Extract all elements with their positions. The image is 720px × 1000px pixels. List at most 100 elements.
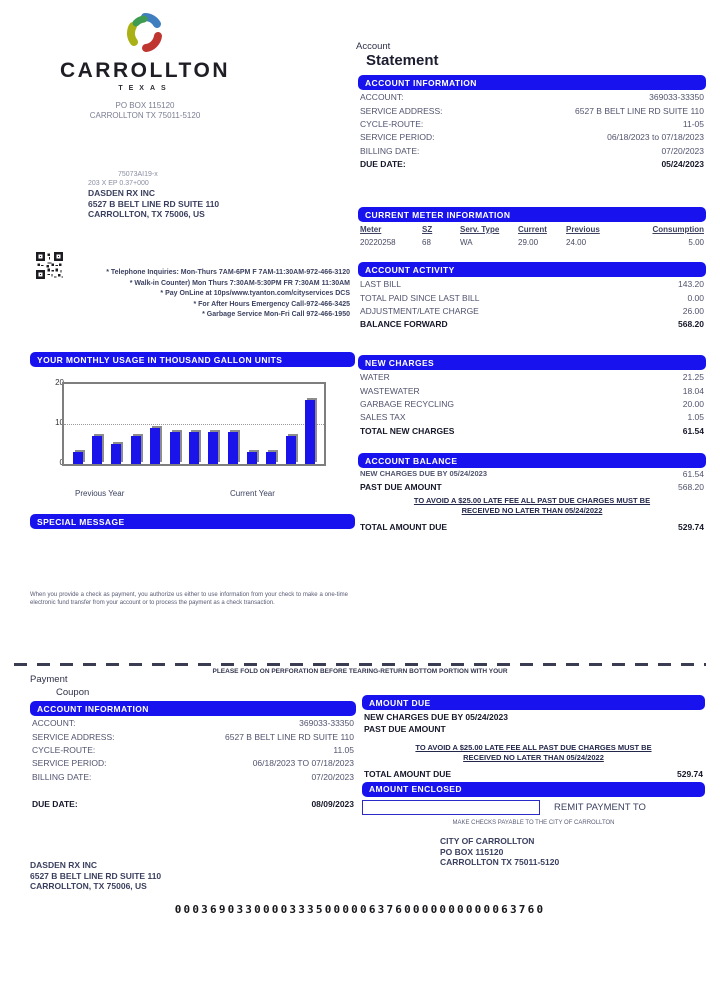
account-balance-section: ACCOUNT BALANCE NEW CHARGES DUE BY 05/24… xyxy=(358,453,706,533)
usage-chart-plot xyxy=(68,384,320,464)
usage-bar xyxy=(247,452,258,464)
row-label: SERVICE ADDRESS: xyxy=(32,731,115,742)
addressee-name: DASDEN RX INC xyxy=(30,860,98,870)
row-label: SERVICE PERIOD: xyxy=(360,132,435,143)
addressee-address1: 6527 B BELT LINE RD SUITE 110 xyxy=(30,870,162,881)
coupon-late-fee-notice: TO AVOID A $25.00 LATE FEE ALL PAST DUE … xyxy=(376,743,691,763)
usage-bar xyxy=(169,432,180,464)
perforation-label: PLEASE FOLD ON PERFORATION BEFORE TEARIN… xyxy=(204,668,516,675)
activity-row: ADJUSTMENT/LATE CHARGE 26.00 xyxy=(358,304,706,317)
col-consumption: Consumption xyxy=(652,225,704,234)
late-fee-notice: TO AVOID A $25.00 LATE FEE ALL PAST DUE … xyxy=(368,496,696,516)
row-label: NEW CHARGES DUE BY 05/24/2023 xyxy=(360,468,487,478)
row-label: TOTAL NEW CHARGES xyxy=(360,425,455,436)
customer-address1: 6527 B BELT LINE RD SUITE 110 xyxy=(88,198,220,209)
new-charges-due-row: NEW CHARGES DUE BY 05/24/2023 61.54 xyxy=(358,468,706,480)
row-value: 61.54 xyxy=(682,468,704,479)
charge-row: SALES TAX 1.05 xyxy=(358,410,706,423)
perforation-label-wrap: PLEASE FOLD ON PERFORATION BEFORE TEARIN… xyxy=(14,660,706,678)
usage-bar xyxy=(188,432,199,464)
row-label: SALES TAX xyxy=(360,412,406,423)
row-label: CYCLE-ROUTE: xyxy=(360,118,424,129)
account-information-header: ACCOUNT INFORMATION xyxy=(358,75,706,90)
logo-city-name: CARROLLTON xyxy=(59,59,231,82)
row-label: BALANCE FORWARD xyxy=(360,319,448,330)
activity-row: TOTAL PAID SINCE LAST BILL 0.00 xyxy=(358,290,706,303)
meter-number: 20220258 xyxy=(360,238,396,247)
row-label: ADJUSTMENT/LATE CHARGE xyxy=(360,305,479,316)
perforation-line: PLEASE FOLD ON PERFORATION BEFORE TEARIN… xyxy=(14,663,706,675)
current-year-label: Current Year xyxy=(230,489,275,498)
amount-due-header: AMOUNT DUE xyxy=(362,695,705,710)
row-value: 06/18/2023 to 07/18/2023 xyxy=(607,132,704,143)
amount-enclosed-input[interactable] xyxy=(362,799,540,815)
usage-chart-header: YOUR MONTHLY USAGE IN THOUSAND GALLON UN… xyxy=(30,352,355,367)
usage-bar xyxy=(305,400,316,464)
account-activity-section: ACCOUNT ACTIVITY LAST BILL 143.20 TOTAL P… xyxy=(358,262,706,331)
usage-bar xyxy=(150,428,161,464)
activity-row: LAST BILL 143.20 xyxy=(358,277,706,290)
customer-address2: CARROLLTON, TX 75006, US xyxy=(88,209,205,219)
charge-row: WATER 21.25 xyxy=(358,370,706,383)
new-charges-section: NEW CHARGES WATER 21.25 WASTEWATER 18.04 G… xyxy=(358,355,706,437)
amount-enclosed-header: AMOUNT ENCLOSED xyxy=(362,781,705,797)
special-message-header: SPECIAL MESSAGE xyxy=(30,514,355,529)
row-label: ACCOUNT: xyxy=(360,92,404,103)
y-tick-20: 20 xyxy=(55,378,64,387)
y-tick-10: 10 xyxy=(55,418,64,427)
usage-bar xyxy=(130,436,141,464)
row-value: 6527 B BELT LINE RD SUITE 110 xyxy=(575,105,704,116)
usage-bar xyxy=(285,436,296,464)
row-label: CYCLE-ROUTE: xyxy=(32,744,96,755)
coupon-word: Coupon xyxy=(56,687,90,698)
row-value: 06/18/2023 TO 07/18/2023 xyxy=(252,758,354,769)
col-sz: SZ xyxy=(422,225,433,234)
row-value: 21.25 xyxy=(682,372,704,383)
col-previous: Previous xyxy=(566,225,600,234)
row-value: 0.00 xyxy=(687,292,704,303)
row-label: PAST DUE AMOUNT xyxy=(364,724,446,735)
account-row: ACCOUNT: 369033-33350 xyxy=(358,90,706,103)
po-line2: CARROLLTON TX 75011-5120 xyxy=(89,111,201,120)
meter-sz: 68 xyxy=(422,238,431,247)
statement-title-line1: Account xyxy=(356,41,391,52)
carrollton-pinwheel-logo-icon xyxy=(40,12,250,59)
account-activity-header: ACCOUNT ACTIVITY xyxy=(358,262,706,277)
meter-consumption: 5.00 xyxy=(688,238,704,247)
meter-serv-type: WA xyxy=(460,238,473,247)
row-value: 529.74 xyxy=(678,522,704,533)
meter-current: 29.00 xyxy=(518,238,539,247)
row-label: WASTEWATER xyxy=(360,385,420,396)
row-value: 61.54 xyxy=(682,425,704,436)
row-value: 20.00 xyxy=(682,398,704,409)
remit-to-address-block: CITY OF CARROLLTON PO BOX 115120 CARROLL… xyxy=(440,836,559,868)
usage-chart: 20 10 0 Previous Year Current Year xyxy=(30,372,355,502)
row-value: 529.74 xyxy=(677,768,703,779)
ocr-scan-line: 0003690330000333500000637600000000000637… xyxy=(174,903,546,916)
row-value: 369033-33350 xyxy=(649,92,704,103)
row-label: BILLING DATE: xyxy=(360,145,420,156)
account-row: SERVICE PERIOD: 06/18/2023 to 07/18/2023 xyxy=(358,130,706,143)
total-amount-due-row: TOTAL AMOUNT DUE 529.74 xyxy=(358,520,706,533)
gridline-10 xyxy=(64,424,324,425)
remit-to-address1: PO BOX 115120 xyxy=(440,846,504,857)
statement-title: Account Statement xyxy=(356,41,439,69)
payment-word: Payment xyxy=(30,674,68,685)
current-meter-section: CURRENT METER INFORMATION Meter SZ Serv.… xyxy=(358,207,706,250)
col-serv-type: Serv. Type xyxy=(460,225,500,234)
row-value: 05/24/2023 xyxy=(661,159,704,170)
row-value: 18.04 xyxy=(682,385,704,396)
charge-row: WASTEWATER 18.04 xyxy=(358,383,706,396)
usage-bar xyxy=(92,436,103,464)
usage-bar xyxy=(227,432,238,464)
row-label: TOTAL AMOUNT DUE xyxy=(360,522,448,533)
mail-code-1: 75073AI19-x xyxy=(118,171,158,178)
past-due-row: PAST DUE AMOUNT 568.20 xyxy=(358,480,706,493)
account-row: CYCLE-ROUTE: 11-05 xyxy=(358,117,706,130)
row-value: 568.20 xyxy=(678,481,704,492)
usage-chart-frame xyxy=(62,382,326,466)
customer-name: DASDEN RX INC xyxy=(88,188,156,198)
coupon-account-row: ACCOUNT: 369033-33350 xyxy=(30,716,356,729)
total-new-charges-row: TOTAL NEW CHARGES 61.54 xyxy=(358,424,706,437)
